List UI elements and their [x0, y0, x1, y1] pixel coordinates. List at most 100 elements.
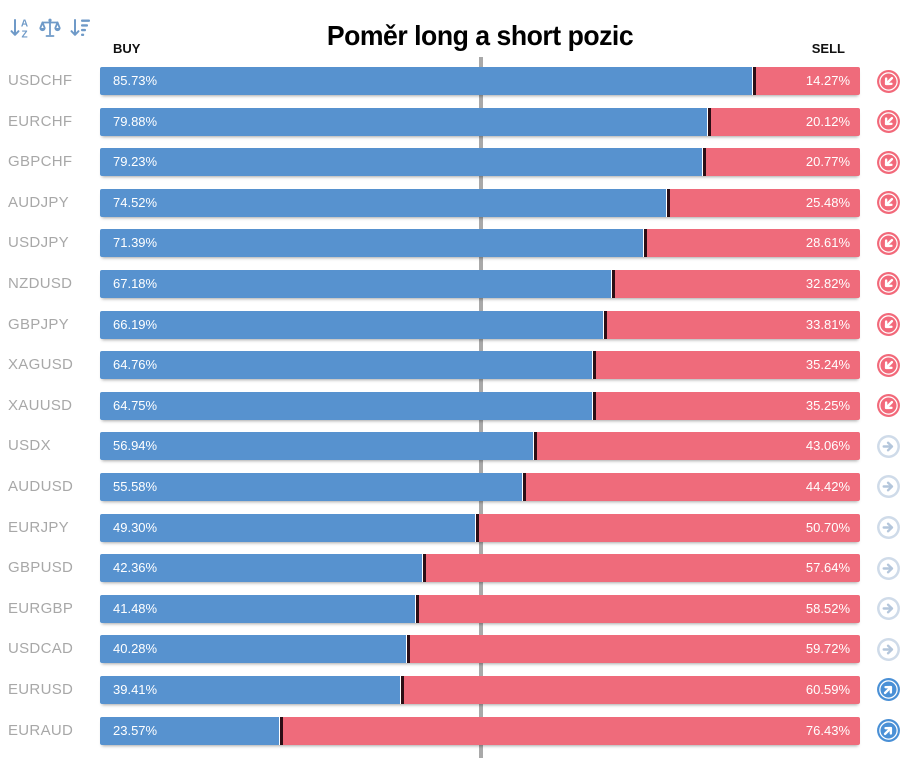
signal-cell [860, 596, 917, 621]
svg-text:Z: Z [21, 30, 27, 41]
table-row: EURGBP 41.48% 58.52% [0, 594, 917, 623]
pair-label: GBPJPY [8, 315, 69, 333]
sell-bar-segment: 33.81% [607, 310, 860, 339]
buy-bar-segment: 41.48% [100, 594, 416, 623]
table-row: EURCHF 79.88% 20.12% [0, 107, 917, 136]
junction-divider [532, 432, 537, 461]
ratio-bar: 64.76% 35.24% [100, 351, 860, 380]
ratio-bar: 49.30% 50.70% [100, 513, 860, 542]
ratio-bar: 56.94% 43.06% [100, 432, 860, 461]
buy-bar-segment: 49.30% [100, 513, 475, 542]
signal-cell [860, 353, 917, 378]
ratio-bar: 39.41% 60.59% [100, 675, 860, 704]
buy-bar-segment: 42.36% [100, 554, 422, 583]
junction-divider [415, 594, 420, 623]
table-row: USDJPY 71.39% 28.61% [0, 229, 917, 258]
table-row: GBPJPY 66.19% 33.81% [0, 310, 917, 339]
pair-label: AUDJPY [8, 193, 69, 211]
table-row: EURJPY 49.30% 50.70% [0, 513, 917, 542]
signal-buy-arrow-icon[interactable] [876, 677, 901, 702]
signal-neutral-arrow-icon[interactable] [876, 637, 901, 662]
sell-bar-segment: 58.52% [419, 594, 860, 623]
signal-neutral-arrow-icon[interactable] [876, 556, 901, 581]
sell-bar-segment: 35.25% [596, 391, 860, 420]
page-title: Poměr long a short pozic [326, 20, 634, 51]
signal-cell [860, 515, 917, 540]
ratio-bar: 79.88% 20.12% [100, 107, 860, 136]
pair-label: USDCHF [8, 72, 73, 89]
signal-buy-arrow-icon[interactable] [876, 718, 901, 743]
signal-sell-arrow-icon[interactable] [876, 231, 901, 256]
signal-neutral-arrow-icon[interactable] [876, 596, 901, 621]
pair-label: EURUSD [8, 680, 74, 698]
signal-neutral-arrow-icon[interactable] [876, 434, 901, 459]
sort-by-value-icon[interactable] [68, 16, 92, 40]
buy-bar-segment: 39.41% [100, 675, 400, 704]
sell-bar-segment: 14.27% [755, 67, 860, 95]
junction-divider [666, 188, 671, 217]
buy-bar-segment: 67.18% [100, 269, 611, 298]
pair-label: GBPUSD [8, 559, 74, 577]
sell-bar-segment: 43.06% [536, 432, 860, 461]
buy-bar-segment: 79.88% [100, 107, 708, 136]
signal-cell [860, 231, 917, 256]
signal-sell-arrow-icon[interactable] [876, 312, 901, 337]
signal-cell [860, 109, 917, 134]
pair-label: AUDUSD [8, 477, 74, 495]
sell-bar-segment: 25.48% [670, 188, 860, 217]
buy-bar-segment: 85.73% [100, 67, 752, 95]
junction-divider [603, 310, 608, 339]
buy-bar-segment: 74.52% [100, 188, 667, 217]
signal-sell-arrow-icon[interactable] [876, 69, 901, 94]
buy-bar-segment: 71.39% [100, 229, 643, 258]
balance-scale-icon[interactable] [38, 16, 62, 40]
table-row: NZDUSD 67.18% 32.82% [0, 269, 917, 298]
table-row: GBPUSD 42.36% 57.64% [0, 554, 917, 583]
sell-bar-segment: 35.24% [596, 351, 860, 380]
buy-bar-segment: 56.94% [100, 432, 533, 461]
signal-sell-arrow-icon[interactable] [876, 190, 901, 215]
sell-bar-segment: 32.82% [614, 269, 860, 298]
signal-cell [860, 556, 917, 581]
signal-neutral-arrow-icon[interactable] [876, 515, 901, 540]
signal-neutral-arrow-icon[interactable] [876, 474, 901, 499]
buy-bar-segment: 64.76% [100, 351, 593, 380]
sell-bar-segment: 60.59% [403, 675, 860, 704]
buy-bar-segment: 23.57% [100, 716, 280, 745]
signal-sell-arrow-icon[interactable] [876, 271, 901, 296]
ratio-bar: 42.36% 57.64% [100, 554, 860, 583]
junction-divider [279, 716, 284, 745]
junction-divider [592, 351, 597, 380]
signal-cell [860, 637, 917, 662]
signal-cell [860, 271, 917, 296]
signal-cell [860, 190, 917, 215]
signal-sell-arrow-icon[interactable] [876, 393, 901, 418]
signal-sell-arrow-icon[interactable] [876, 353, 901, 378]
table-row: EURUSD 39.41% 60.59% [0, 675, 917, 704]
buy-bar-segment: 79.23% [100, 148, 703, 177]
svg-text:A: A [21, 19, 28, 30]
signal-cell [860, 69, 917, 94]
junction-divider [707, 107, 712, 136]
buy-bar-segment: 55.58% [100, 472, 523, 501]
junction-divider [592, 391, 597, 420]
pair-label: EURAUD [8, 721, 74, 739]
table-row: GBPCHF 79.23% 20.77% [0, 148, 917, 177]
buy-column-header: BUY [113, 41, 141, 56]
ratio-bar: 67.18% 32.82% [100, 269, 860, 298]
junction-divider [642, 229, 647, 258]
signal-sell-arrow-icon[interactable] [876, 109, 901, 134]
sell-bar-segment: 57.64% [425, 554, 860, 583]
ratio-bar: 23.57% 76.43% [100, 716, 860, 745]
ratio-bar: 55.58% 44.42% [100, 472, 860, 501]
sell-bar-segment: 20.77% [706, 148, 860, 177]
pair-label: USDX [8, 437, 51, 455]
sort-alphabetical-icon[interactable]: A Z [8, 16, 32, 41]
table-row: USDCAD 40.28% 59.72% [0, 635, 917, 664]
pair-label: XAGUSD [8, 356, 74, 374]
ratio-bar: 71.39% 28.61% [100, 229, 860, 258]
pair-label: USDJPY [8, 234, 69, 252]
signal-sell-arrow-icon[interactable] [876, 150, 901, 175]
pairs-chart: USDCHF 85.73% 14.27% EURCHF 79.88% 20.12… [0, 67, 917, 757]
ratio-bar: 64.75% 35.25% [100, 391, 860, 420]
